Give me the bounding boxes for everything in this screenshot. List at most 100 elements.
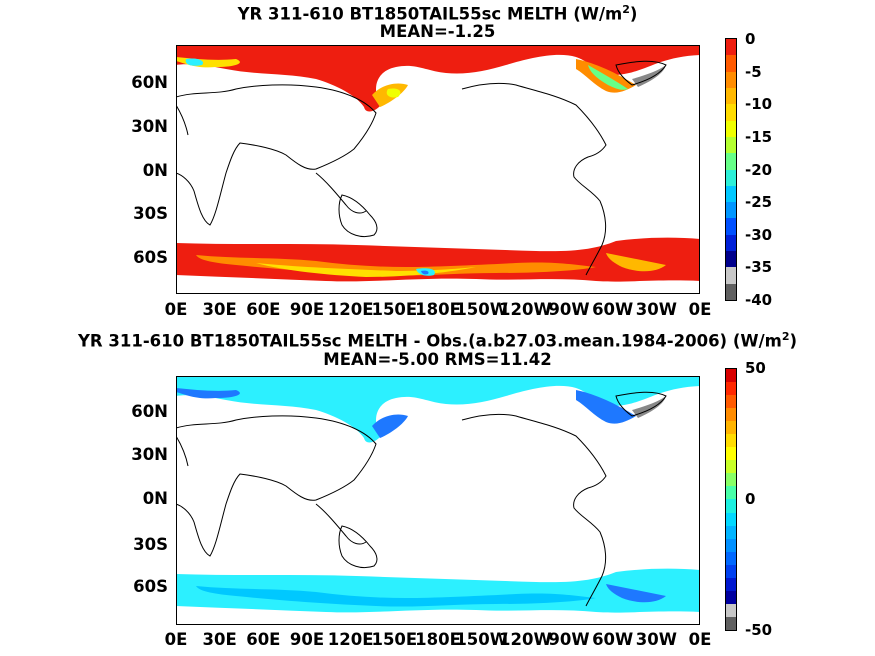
lon-tick-label: 0E	[164, 300, 188, 319]
top-lat-label: 60S	[133, 248, 168, 267]
lon-tick-label: 30E	[202, 630, 237, 649]
lon-tick-label: 60E	[246, 300, 281, 319]
lon-tick-label: 30E	[202, 300, 237, 319]
top-title: YR 311-610 BT1850TAIL55sc MELTH (W/m2)	[237, 3, 638, 24]
colorbar-swatch	[726, 603, 736, 617]
colorbar-swatch	[726, 55, 736, 72]
colorbar-tick-label: -35	[745, 258, 773, 277]
lon-tick-label: 180E	[415, 300, 461, 319]
colorbar-swatch	[726, 234, 736, 252]
colorbar-swatch	[726, 71, 736, 88]
lon-tick-label: 150E	[371, 300, 418, 319]
colorbar-swatch	[726, 169, 736, 186]
colorbar-tick-label: -10	[745, 95, 773, 114]
colorbar-swatch	[726, 421, 736, 435]
colorbar-swatch	[726, 283, 736, 300]
top-subtitle: MEAN=-1.25	[379, 22, 496, 41]
colorbar-swatch	[726, 590, 736, 604]
colorbar-swatch	[726, 382, 736, 396]
lon-tick-label: 0E	[688, 300, 712, 319]
colorbar-swatch	[726, 153, 736, 170]
lon-tick-label: 120E	[327, 300, 374, 319]
labrador-diff	[576, 390, 636, 424]
greenland-gray	[632, 396, 666, 418]
bottom-lat-label: 60N	[131, 402, 168, 421]
lon-tick-label: 0E	[688, 630, 712, 649]
colorbar-swatch	[726, 460, 736, 474]
colorbar-tick-label: 0	[745, 490, 756, 508]
lon-tick-label: 90W	[548, 630, 590, 649]
southern-orange-region	[196, 255, 596, 276]
lon-tick-label: 60W	[592, 300, 634, 319]
colorbar-tick-label: 0	[745, 30, 756, 48]
top-map	[176, 45, 700, 294]
colorbar-swatch	[726, 486, 736, 500]
arctic-blue-region	[176, 388, 240, 399]
colorbar-tick-label: -50	[745, 621, 773, 639]
colorbar-swatch	[726, 551, 736, 565]
bottom-title: YR 311-610 BT1850TAIL55sc MELTH - Obs.(a…	[77, 330, 798, 351]
coastlines	[176, 391, 667, 607]
colorbar-swatch	[726, 185, 736, 203]
lon-tick-label: 60E	[246, 630, 281, 649]
labrador-green	[588, 65, 628, 90]
top-colorbar	[725, 38, 737, 301]
colorbar-swatch	[726, 499, 736, 513]
top-lat-label: 30S	[133, 204, 168, 223]
lon-tick-label: 90E	[289, 630, 325, 649]
colorbar-swatch	[726, 434, 736, 448]
colorbar-swatch	[726, 267, 736, 284]
lon-tick-label: 150W	[455, 300, 508, 319]
arctic-melt-region	[176, 45, 700, 112]
colorbar-tick-label: -40	[745, 291, 773, 309]
colorbar-tick-label: 50	[745, 359, 766, 377]
colorbar-swatch	[726, 525, 736, 539]
southern-diff-inner	[196, 586, 596, 607]
colorbar-swatch	[726, 87, 736, 105]
lon-tick-label: 120E	[327, 630, 374, 649]
okhotsk-diff	[372, 414, 408, 438]
okhotsk-yellow	[386, 88, 401, 98]
colorbar-swatch	[726, 136, 736, 154]
lon-tick-label: 90E	[289, 300, 325, 319]
colorbar-swatch	[726, 251, 736, 268]
colorbar-swatch	[726, 512, 736, 526]
colorbar-swatch	[726, 408, 736, 422]
colorbar-swatch	[726, 218, 736, 235]
colorbar-tick-label: -20	[745, 160, 773, 179]
colorbar-tick-label: -25	[745, 193, 773, 212]
greenland-gray	[632, 65, 666, 87]
ross-blue-region	[421, 270, 429, 275]
lon-tick-label: 180E	[415, 630, 461, 649]
bottom-subtitle: MEAN=-5.00 RMS=11.42	[323, 350, 552, 369]
coastlines	[176, 60, 667, 276]
lon-tick-label: 0E	[164, 630, 188, 649]
lon-tick-label: 30W	[635, 630, 677, 649]
bottom-lat-label: 30S	[133, 535, 168, 554]
bottom-colorbar	[725, 368, 737, 631]
colorbar-swatch	[726, 447, 736, 461]
lon-tick-label: 30W	[635, 300, 677, 319]
top-lat-label: 60N	[131, 73, 168, 92]
colorbar-swatch	[726, 104, 736, 121]
colorbar-swatch	[726, 369, 736, 383]
colorbar-swatch	[726, 564, 736, 578]
lon-tick-label: 90W	[548, 300, 590, 319]
top-lat-label: 0N	[142, 161, 168, 180]
colorbar-swatch	[726, 538, 736, 552]
weddell-melt	[606, 253, 666, 272]
bottom-lat-label: 0N	[142, 489, 168, 508]
colorbar-swatch	[726, 120, 736, 137]
colorbar-swatch	[726, 39, 736, 56]
colorbar-swatch	[726, 395, 736, 409]
lon-tick-label: 120W	[499, 630, 552, 649]
bottom-lat-label: 30N	[131, 445, 168, 464]
bottom-lat-label: 60S	[133, 577, 168, 596]
colorbar-swatch	[726, 616, 736, 630]
colorbar-tick-label: -30	[745, 225, 773, 244]
colorbar-tick-label: -5	[745, 62, 762, 81]
colorbar-swatch	[726, 577, 736, 591]
colorbar-swatch	[726, 202, 736, 219]
lon-tick-label: 60W	[592, 630, 634, 649]
arctic-cyan-region	[185, 58, 204, 66]
